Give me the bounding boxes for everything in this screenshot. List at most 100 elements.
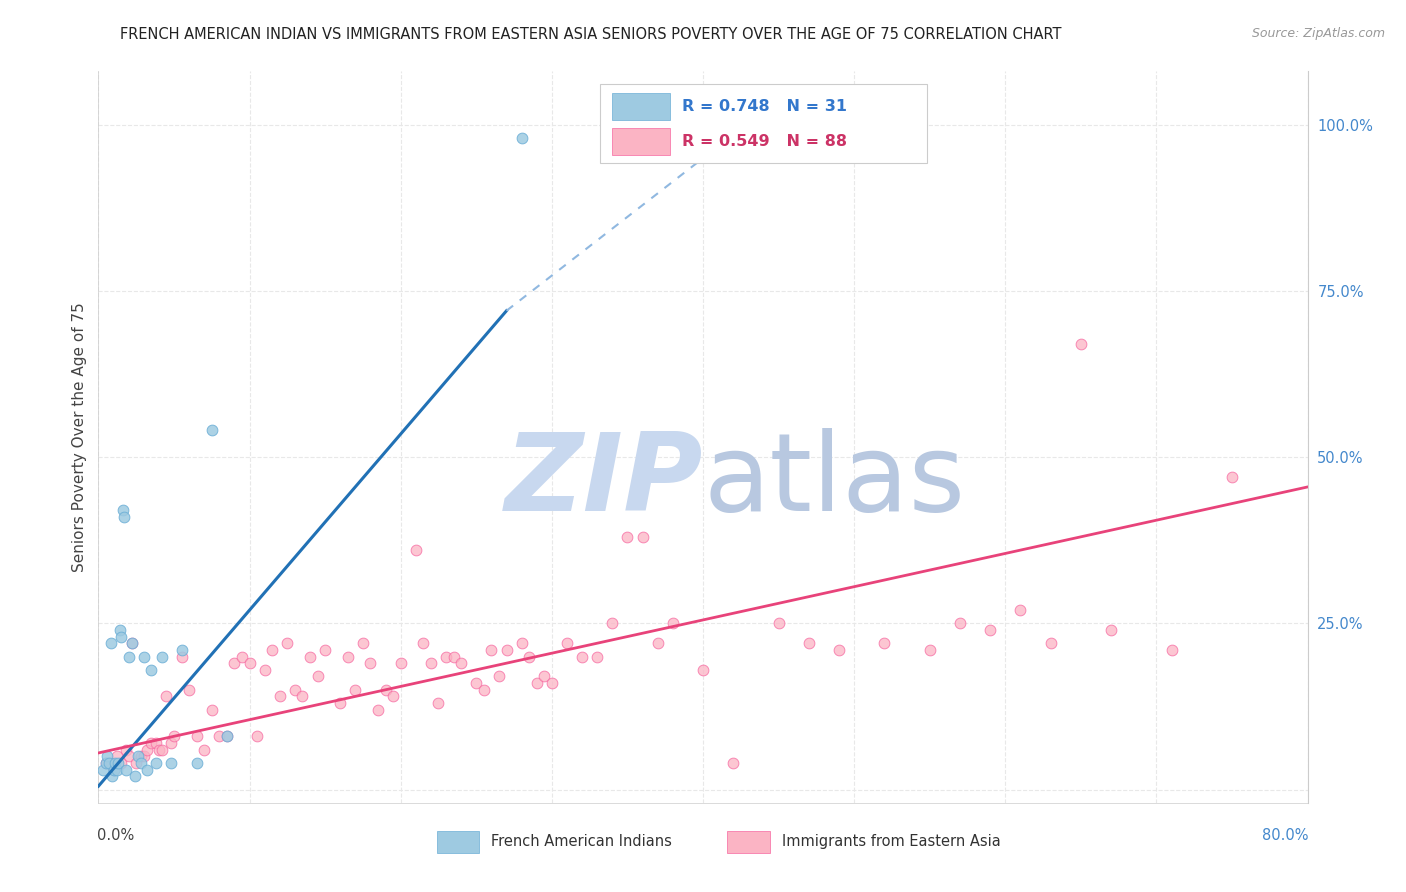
Point	[262, 643, 284, 657]
Point	[121, 636, 143, 650]
Point	[602, 616, 624, 631]
Point	[96, 749, 118, 764]
Point	[918, 643, 941, 657]
Point	[329, 696, 352, 710]
Point	[129, 749, 152, 764]
Text: Source: ZipAtlas.com: Source: ZipAtlas.com	[1251, 27, 1385, 40]
Point	[170, 649, 193, 664]
Point	[443, 649, 465, 664]
Point	[427, 696, 450, 710]
Point	[405, 543, 427, 558]
Text: French American Indians: French American Indians	[492, 834, 672, 849]
Point	[124, 769, 146, 783]
Point	[132, 749, 155, 764]
Point	[481, 643, 503, 657]
Point	[105, 763, 128, 777]
Point	[101, 769, 124, 783]
Point	[291, 690, 314, 704]
Point	[344, 682, 367, 697]
Point	[692, 663, 714, 677]
Text: FRENCH AMERICAN INDIAN VS IMMIGRANTS FROM EASTERN ASIA SENIORS POVERTY OVER THE : FRENCH AMERICAN INDIAN VS IMMIGRANTS FRO…	[120, 27, 1062, 42]
Point	[555, 636, 578, 650]
Point	[586, 649, 609, 664]
Point	[111, 503, 134, 517]
Point	[336, 649, 359, 664]
Point	[94, 756, 117, 770]
Point	[135, 763, 157, 777]
FancyBboxPatch shape	[613, 93, 671, 120]
Text: atlas: atlas	[703, 428, 965, 534]
Point	[488, 669, 510, 683]
Point	[314, 643, 336, 657]
Point	[647, 636, 669, 650]
Point	[276, 636, 298, 650]
Point	[526, 676, 548, 690]
Text: ZIP: ZIP	[505, 428, 703, 534]
Point	[129, 756, 152, 770]
Point	[434, 649, 457, 664]
Point	[132, 649, 155, 664]
Point	[412, 636, 434, 650]
Point	[1070, 337, 1092, 351]
Point	[224, 656, 246, 670]
Point	[284, 682, 307, 697]
Point	[103, 763, 125, 777]
Point	[201, 703, 224, 717]
Point	[215, 729, 238, 743]
Point	[114, 763, 136, 777]
Point	[307, 669, 329, 683]
Point	[110, 630, 132, 644]
Point	[118, 749, 141, 764]
Point	[112, 509, 135, 524]
Point	[110, 756, 132, 770]
Point	[231, 649, 253, 664]
Point	[193, 742, 215, 756]
Point	[145, 736, 167, 750]
Point	[540, 676, 562, 690]
FancyBboxPatch shape	[437, 830, 479, 853]
Point	[155, 690, 177, 704]
Point	[382, 690, 405, 704]
Point	[100, 756, 122, 770]
Point	[150, 742, 173, 756]
Point	[510, 636, 533, 650]
Point	[510, 131, 533, 145]
Point	[723, 756, 745, 770]
Point	[1099, 623, 1122, 637]
Point	[616, 530, 638, 544]
Point	[367, 703, 389, 717]
Point	[1039, 636, 1062, 650]
Point	[94, 756, 117, 770]
Point	[979, 623, 1001, 637]
Point	[374, 682, 396, 697]
Point	[114, 742, 136, 756]
Point	[150, 649, 173, 664]
Point	[768, 616, 790, 631]
Point	[100, 636, 122, 650]
Point	[91, 763, 114, 777]
Point	[148, 742, 170, 756]
Point	[517, 649, 540, 664]
Point	[104, 756, 127, 770]
Point	[208, 729, 231, 743]
Point	[127, 749, 149, 764]
Point	[949, 616, 972, 631]
Text: 0.0%: 0.0%	[97, 829, 135, 844]
Text: R = 0.549   N = 88: R = 0.549 N = 88	[682, 134, 848, 149]
FancyBboxPatch shape	[727, 830, 769, 853]
Point	[1220, 470, 1243, 484]
Point	[145, 756, 167, 770]
Point	[135, 742, 157, 756]
Point	[141, 663, 163, 677]
Point	[797, 636, 820, 650]
Point	[105, 749, 128, 764]
Point	[1010, 603, 1032, 617]
Point	[1160, 643, 1182, 657]
Point	[472, 682, 495, 697]
Point	[465, 676, 488, 690]
Point	[179, 682, 201, 697]
Point	[215, 729, 238, 743]
Text: 80.0%: 80.0%	[1263, 829, 1309, 844]
Point	[108, 623, 131, 637]
Point	[873, 636, 896, 650]
